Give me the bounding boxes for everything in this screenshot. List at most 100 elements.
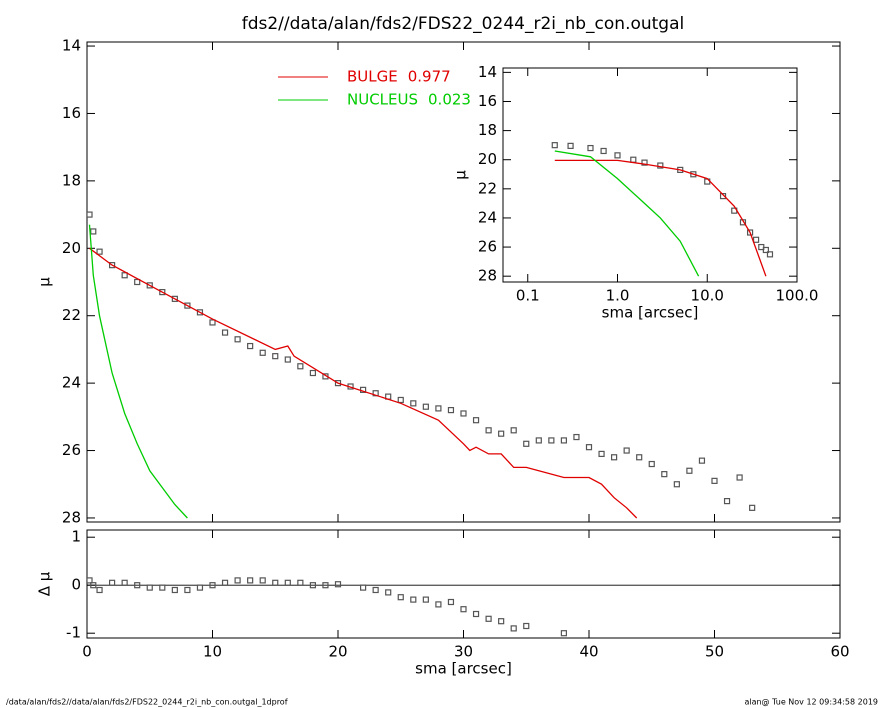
data-point bbox=[134, 582, 141, 589]
data-point bbox=[146, 584, 153, 591]
data-point bbox=[146, 282, 153, 289]
data-point bbox=[447, 406, 455, 414]
y-axis-label: Δ μ bbox=[36, 571, 54, 596]
data-point bbox=[736, 474, 743, 481]
data-point bbox=[447, 598, 455, 606]
data-point bbox=[96, 248, 103, 255]
x-tick-label: 0.1 bbox=[516, 287, 540, 305]
data-point bbox=[762, 246, 769, 254]
y-tick-label: 16 bbox=[478, 92, 497, 110]
data-point bbox=[184, 586, 191, 594]
y-tick-label: 16 bbox=[62, 104, 81, 122]
data-point bbox=[309, 369, 316, 377]
data-point bbox=[573, 433, 580, 441]
x-tick-label: 40 bbox=[579, 643, 598, 661]
x-tick-label: 30 bbox=[454, 643, 473, 661]
y-axis-label: μ bbox=[36, 277, 54, 287]
data-point bbox=[686, 467, 693, 474]
data-point bbox=[661, 471, 668, 478]
y-tick-label: 28 bbox=[478, 267, 497, 285]
footer-right: alan@ Tue Nov 12 09:34:58 2019 bbox=[744, 698, 878, 707]
data-point bbox=[259, 349, 266, 356]
data-point bbox=[247, 577, 254, 584]
data-point bbox=[272, 579, 279, 586]
y-tick-label: 24 bbox=[478, 208, 497, 226]
data-point bbox=[422, 403, 429, 410]
data-point bbox=[435, 405, 442, 412]
y-tick-label: 26 bbox=[62, 441, 81, 459]
data-point bbox=[322, 582, 329, 589]
legend-fraction: 0.023 bbox=[428, 91, 471, 109]
data-point bbox=[723, 498, 731, 505]
data-point bbox=[234, 577, 241, 584]
data-point bbox=[209, 319, 216, 326]
data-point bbox=[385, 589, 392, 596]
data-point bbox=[108, 262, 116, 269]
inset-background bbox=[503, 68, 797, 282]
data-point bbox=[435, 601, 442, 608]
data-point bbox=[259, 577, 266, 584]
data-point bbox=[636, 454, 643, 461]
data-point bbox=[334, 380, 342, 387]
data-point bbox=[90, 228, 97, 235]
data-point bbox=[221, 579, 229, 586]
profile-line bbox=[554, 150, 700, 277]
y-tick-label: -1 bbox=[66, 624, 81, 642]
data-point bbox=[121, 579, 128, 586]
profile-line bbox=[554, 159, 767, 277]
data-point bbox=[749, 504, 756, 511]
data-point bbox=[196, 309, 204, 316]
data-point bbox=[372, 586, 379, 594]
plot-frame bbox=[86, 529, 841, 639]
y-tick-label: 28 bbox=[62, 508, 81, 526]
y-tick-label: 1 bbox=[71, 528, 81, 546]
data-point bbox=[422, 596, 429, 603]
data-point bbox=[108, 579, 116, 586]
data-point bbox=[397, 594, 404, 601]
data-point bbox=[641, 159, 648, 166]
data-point bbox=[284, 356, 291, 363]
data-point bbox=[711, 477, 718, 484]
data-point bbox=[171, 586, 178, 594]
data-point bbox=[272, 353, 279, 360]
data-point bbox=[498, 430, 505, 437]
data-point bbox=[360, 584, 367, 591]
data-point bbox=[87, 577, 93, 584]
y-axis-label: μ bbox=[452, 170, 470, 180]
data-point bbox=[510, 427, 517, 434]
profile-line bbox=[88, 224, 188, 519]
data-point bbox=[209, 582, 216, 589]
y-tick-label: 24 bbox=[62, 374, 81, 392]
data-point bbox=[247, 342, 254, 350]
x-axis-label: sma [arcsec] bbox=[415, 660, 512, 678]
plot-area bbox=[87, 211, 756, 519]
data-point bbox=[752, 236, 760, 243]
data-point bbox=[523, 440, 530, 447]
data-point bbox=[648, 460, 655, 468]
data-point bbox=[284, 579, 291, 586]
data-point bbox=[485, 615, 492, 622]
data-point bbox=[560, 630, 568, 637]
data-point bbox=[472, 610, 480, 618]
data-point bbox=[698, 457, 706, 464]
x-tick-label: 50 bbox=[705, 643, 724, 661]
plot-frame bbox=[502, 67, 798, 283]
data-point bbox=[134, 278, 141, 286]
y-tick-label: 26 bbox=[478, 238, 497, 256]
chart-title: fds2//data/alan/fds2/FDS22_0244_r2i_nb_c… bbox=[242, 14, 685, 34]
x-tick-label: 0 bbox=[82, 643, 92, 661]
data-point bbox=[485, 427, 492, 434]
data-point bbox=[551, 142, 558, 149]
y-tick-label: 14 bbox=[478, 63, 497, 81]
y-tick-label: 14 bbox=[62, 37, 81, 55]
data-point bbox=[309, 582, 316, 589]
data-point bbox=[221, 329, 229, 336]
y-tick-label: 22 bbox=[62, 306, 81, 324]
x-tick-label: 100.0 bbox=[776, 287, 819, 305]
data-point bbox=[171, 295, 178, 302]
data-point bbox=[614, 152, 621, 159]
data-point bbox=[234, 336, 241, 343]
data-point bbox=[159, 289, 166, 296]
data-point bbox=[87, 211, 93, 218]
